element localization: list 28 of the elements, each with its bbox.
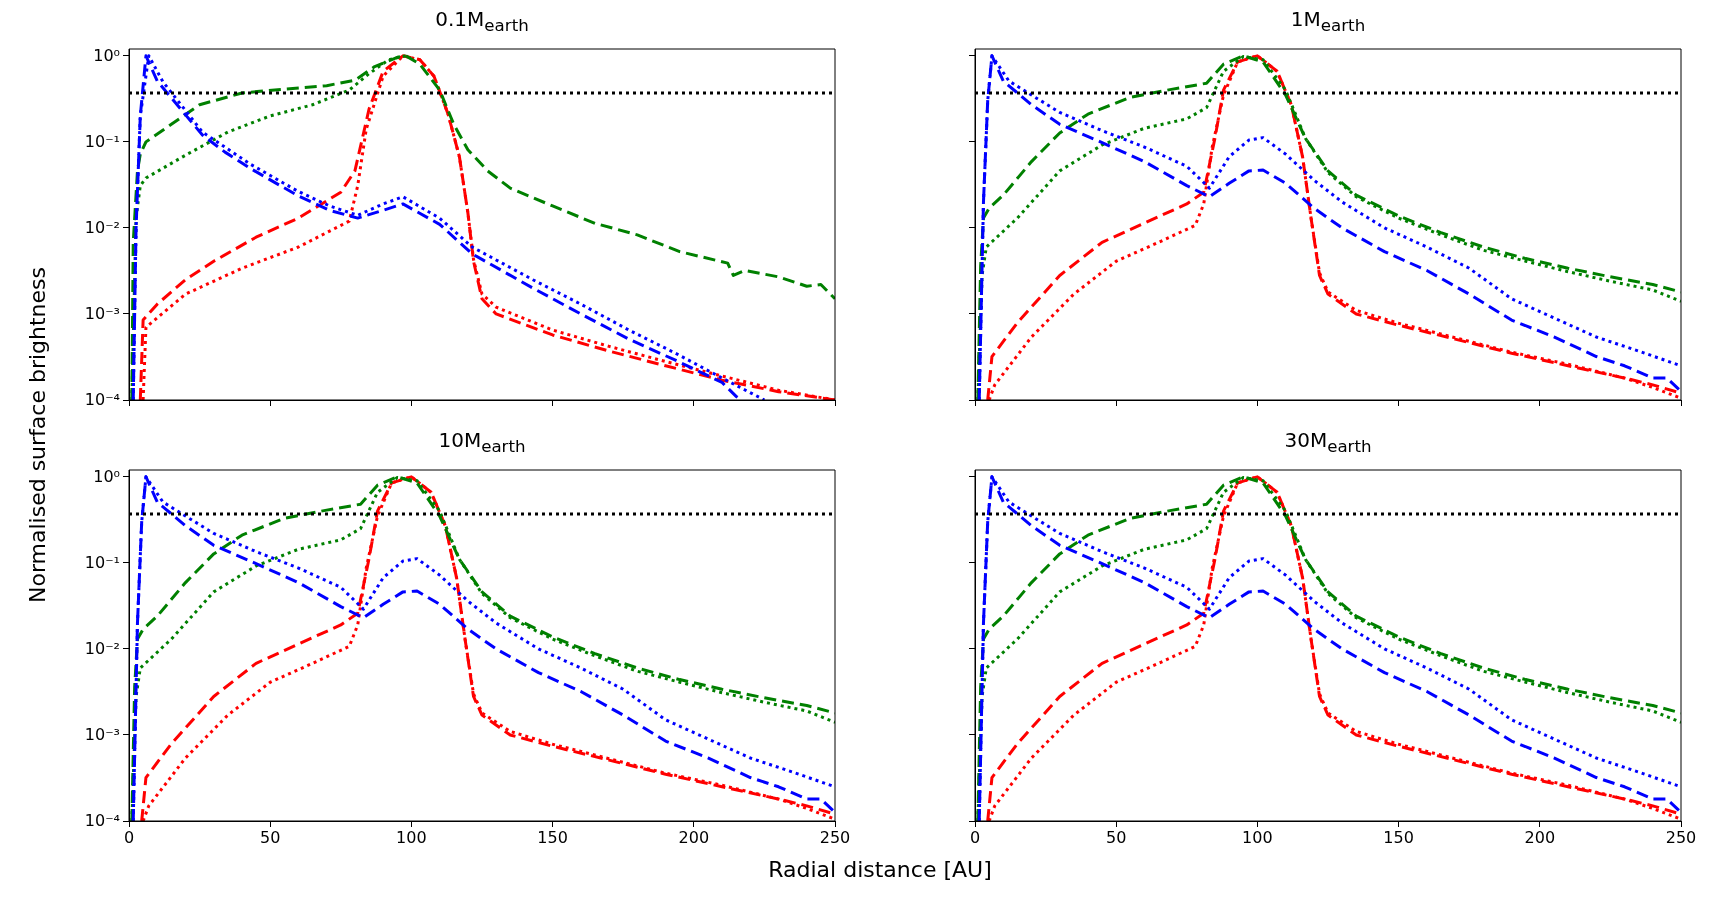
x-tick-label: 250 — [819, 828, 851, 847]
y-tick-label: 10⁰ — [93, 466, 120, 486]
x-tick-label: 200 — [678, 828, 710, 847]
chart-title: 30M$_{earth}$ — [1283, 428, 1373, 456]
x-axis-title: Radial distance [AU] — [767, 857, 993, 882]
x-tick-label: 0 — [123, 828, 135, 847]
y-axis-title: Normalised surface brightness — [24, 266, 50, 605]
x-tick-label: 200 — [1524, 828, 1556, 847]
y-tick-label: 10⁻¹ — [84, 131, 120, 151]
chart-title: 10M$_{earth}$ — [437, 428, 527, 456]
chart-title: 0.1M$_{earth}$ — [434, 7, 530, 35]
x-tick-label: 250 — [1665, 828, 1697, 847]
x-tick-label: 50 — [260, 828, 281, 847]
x-tick-label: 150 — [1383, 828, 1414, 847]
x-tick-label: 150 — [537, 828, 568, 847]
y-tick-label: 10⁻² — [84, 638, 120, 658]
x-tick-label: 50 — [1106, 828, 1127, 847]
y-tick-label: 10⁻⁴ — [84, 811, 120, 830]
y-tick-label: 10⁻³ — [84, 724, 120, 744]
y-tick-label: 10⁻³ — [84, 303, 120, 323]
chart-title: 1M$_{earth}$ — [1289, 7, 1367, 35]
y-tick-label: 10⁻¹ — [84, 552, 120, 572]
x-tick-label: 100 — [396, 828, 427, 847]
y-tick-label: 10⁻² — [84, 217, 120, 237]
x-tick-label: 0 — [969, 828, 981, 847]
y-tick-label: 10⁰ — [93, 45, 120, 65]
x-tick-label: 100 — [1242, 828, 1273, 847]
y-tick-label: 10⁻⁴ — [84, 390, 120, 409]
